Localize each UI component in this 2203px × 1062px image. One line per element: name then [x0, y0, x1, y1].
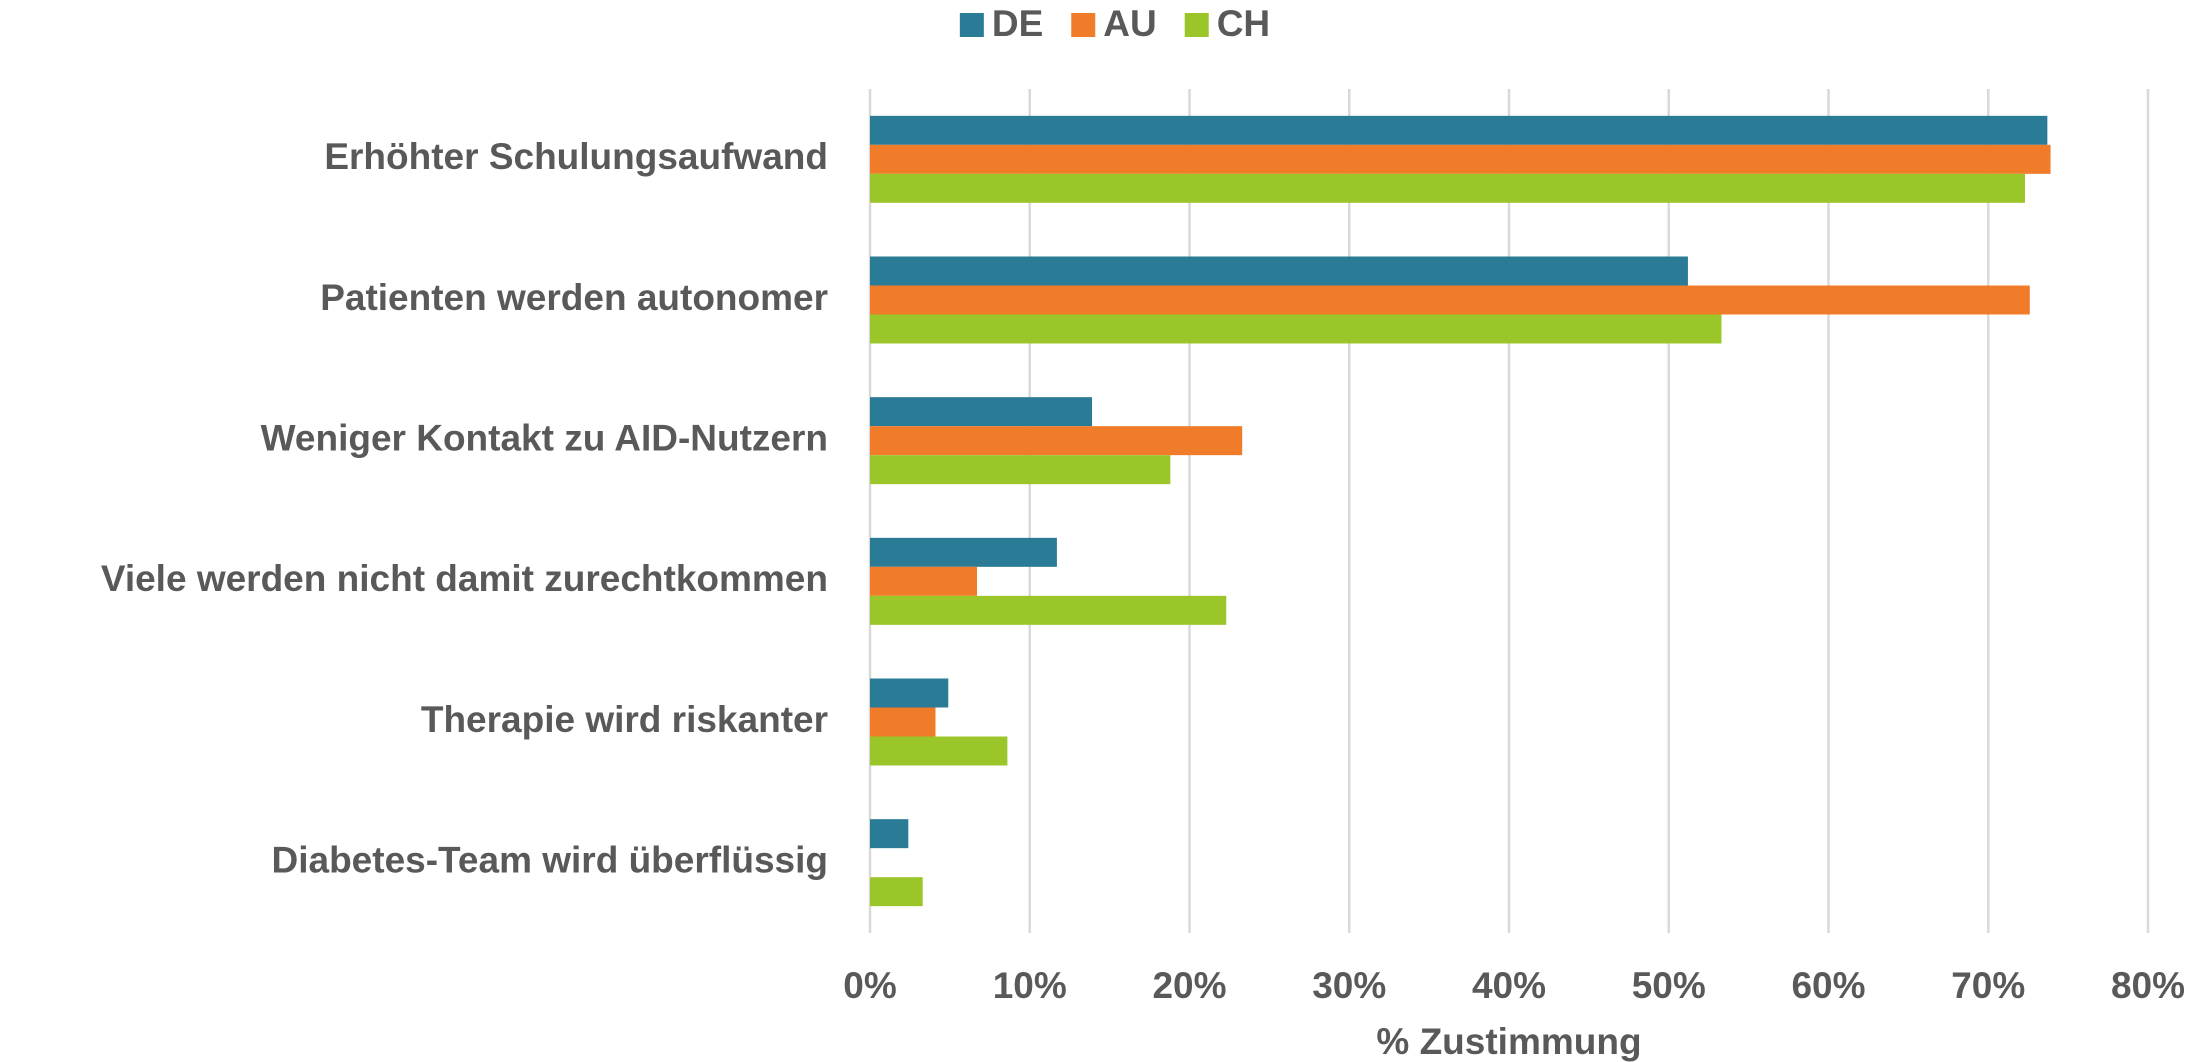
- x-tick-label: 30%: [1312, 965, 1386, 1006]
- bar: [870, 144, 2051, 174]
- bar: [870, 595, 1227, 625]
- bar: [870, 678, 949, 708]
- y-tick-label: Erhöhter Schulungsaufwand: [324, 136, 828, 177]
- legend-swatch: [1184, 13, 1209, 37]
- bar: [870, 256, 1688, 286]
- bar: [870, 173, 2025, 203]
- bar: [870, 877, 923, 907]
- bar: [870, 426, 1243, 456]
- y-tick-label: Weniger Kontakt zu AID-Nutzern: [261, 417, 828, 458]
- legend-swatch: [1071, 13, 1096, 37]
- x-tick-label: 70%: [1951, 965, 2025, 1006]
- bar: [870, 314, 1722, 344]
- legend-label: DE: [992, 3, 1043, 44]
- y-tick-label: Viele werden nicht damit zurechtkommen: [101, 558, 828, 599]
- x-tick-label: 50%: [1632, 965, 1706, 1006]
- y-tick-label: Diabetes-Team wird überflüssig: [272, 839, 829, 880]
- x-tick-label: 60%: [1791, 965, 1865, 1006]
- bar: [870, 115, 2048, 145]
- legend-label: CH: [1217, 3, 1270, 44]
- bar: [870, 566, 978, 596]
- y-tick-label: Therapie wird riskanter: [421, 699, 828, 740]
- x-tick-label: 10%: [993, 965, 1067, 1006]
- x-tick-label: 0%: [843, 965, 896, 1006]
- bar: [870, 455, 1171, 485]
- bar: [870, 537, 1057, 567]
- x-tick-label: 40%: [1472, 965, 1546, 1006]
- x-tick-label: 20%: [1152, 965, 1226, 1006]
- bar: [870, 707, 936, 737]
- bar: [870, 819, 909, 849]
- legend-swatch: [959, 13, 984, 37]
- bar: [870, 397, 1093, 427]
- legend-label: AU: [1103, 3, 1156, 44]
- x-axis-label: % Zustimmung: [1376, 1021, 1641, 1062]
- bar: [870, 736, 1008, 766]
- bar: [870, 285, 2030, 315]
- y-tick-label: Patienten werden autonomer: [320, 277, 828, 318]
- x-tick-label: 80%: [2111, 965, 2185, 1006]
